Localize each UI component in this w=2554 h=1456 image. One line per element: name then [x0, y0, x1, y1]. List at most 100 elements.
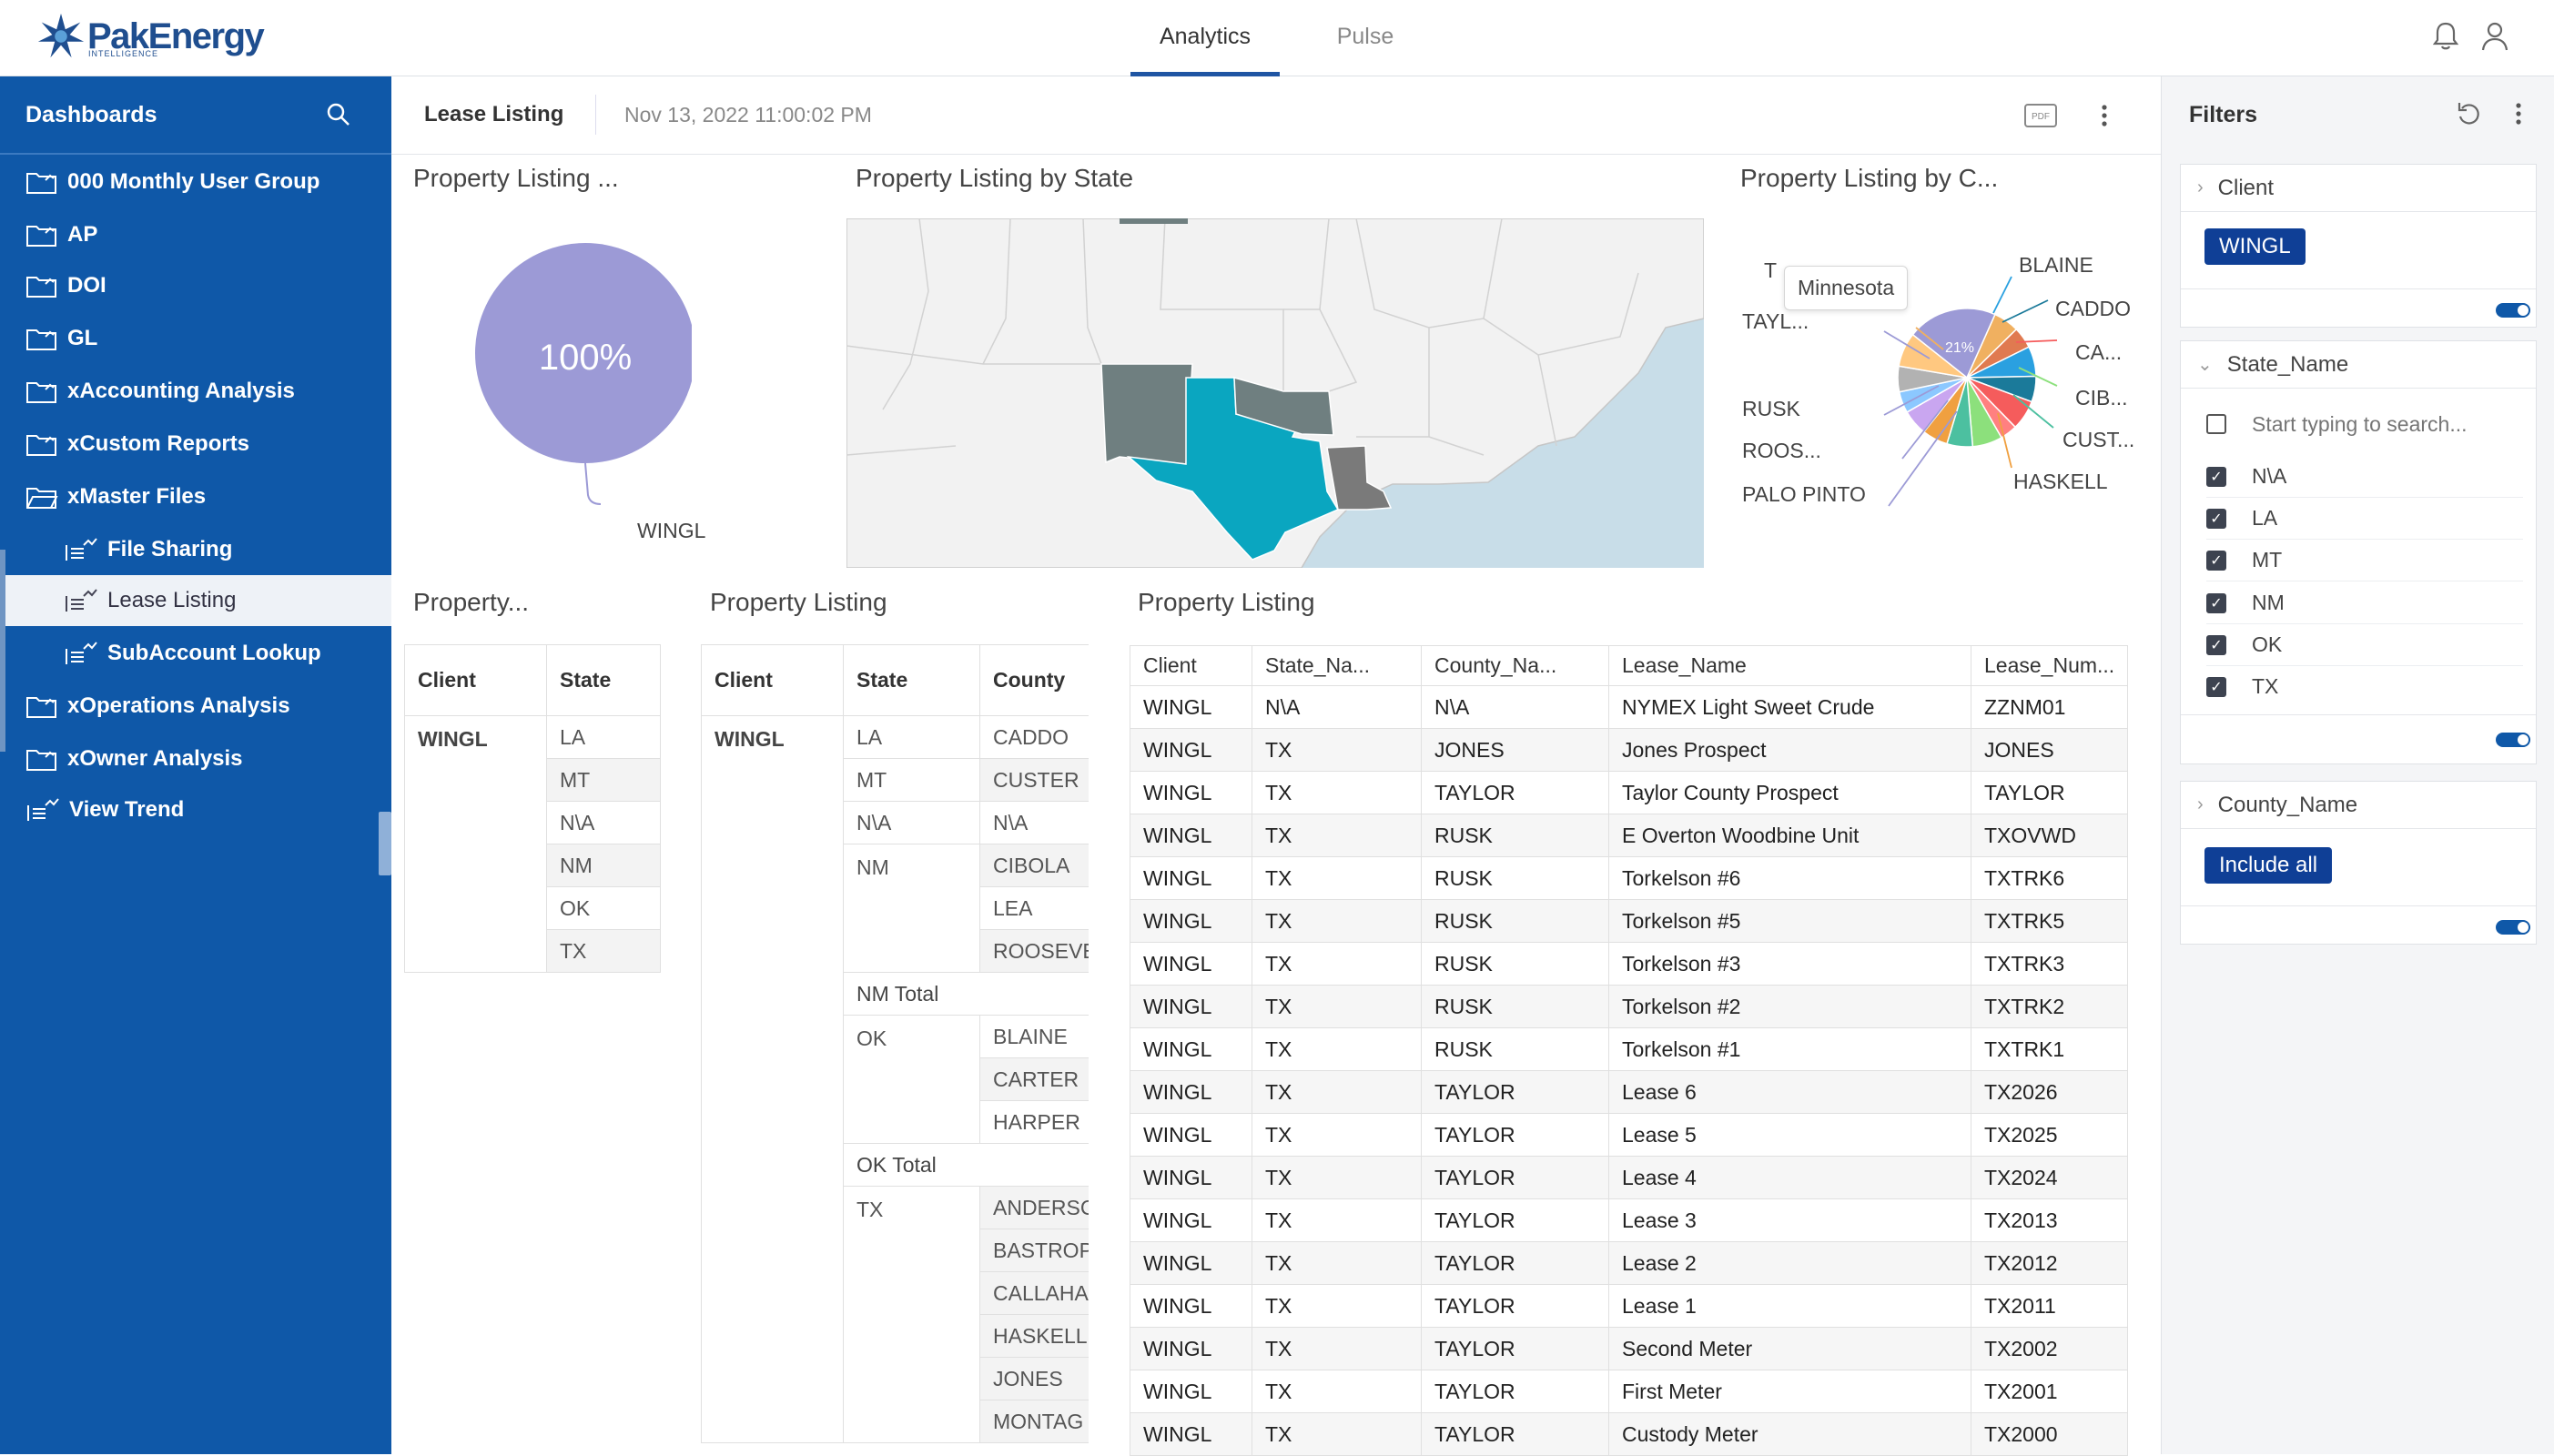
table-row[interactable]: WINGL TX RUSK Torkelson #3 TXTRK3 — [1130, 942, 2128, 986]
more-options-icon[interactable] — [2097, 102, 2112, 129]
filter-state-toggle[interactable] — [2496, 733, 2530, 747]
select-all-checkbox[interactable] — [2206, 414, 2226, 434]
dashboard-title: Lease Listing — [424, 102, 564, 126]
sidebar-item-xcustom-reports[interactable]: xCustom Reports — [0, 419, 391, 470]
sidebar-item-xmaster-files[interactable]: xMaster Files — [0, 471, 391, 522]
pie-slice-wingl[interactable] — [475, 243, 692, 463]
bell-icon[interactable] — [2430, 20, 2461, 53]
sidebar-item-lease-listing[interactable]: Lease Listing — [5, 575, 391, 626]
cell-lease-number: TX2012 — [1971, 1241, 2128, 1285]
filter-option-tx[interactable]: ✓ TX — [2206, 666, 2523, 700]
table-row[interactable]: WINGL TX TAYLOR Lease 4 TX2024 — [1130, 1156, 2128, 1199]
sidebar-item-label: Lease Listing — [107, 588, 237, 612]
table-row[interactable]: WINGL TX TAYLOR Lease 6 TX2026 — [1130, 1070, 2128, 1114]
checkbox-checked-icon[interactable]: ✓ — [2206, 508, 2226, 529]
filter-county-chip[interactable]: Include all — [2204, 847, 2333, 884]
sidebar-resize-handle[interactable] — [379, 812, 391, 875]
map-state-montana[interactable] — [1120, 218, 1188, 224]
col-lease-name[interactable]: Lease_Name — [1608, 645, 1971, 686]
cell-lease-number: TX2000 — [1971, 1412, 2128, 1456]
checkbox-checked-icon[interactable]: ✓ — [2206, 676, 2226, 697]
sidebar-item-doi[interactable]: DOI — [0, 260, 391, 311]
pivot-county-viewport[interactable]: Client State County WINGL LA CADDO MT CUSTER … — [701, 644, 1089, 1454]
filter-option-la[interactable]: ✓ LA — [2206, 498, 2523, 540]
filter-client-toggle[interactable] — [2496, 303, 2530, 318]
map-state-oklahoma[interactable] — [1233, 376, 1334, 436]
county-pie-chart[interactable]: 21% — [1884, 291, 2050, 464]
table-row[interactable]: WINGL TX TAYLOR Lease 2 TX2012 — [1130, 1241, 2128, 1285]
filter-option-na[interactable]: ✓ N\A — [2206, 456, 2523, 498]
filter-client-chip[interactable]: WINGL — [2204, 228, 2306, 265]
table-row[interactable]: WINGL TX TAYLOR First Meter TX2001 — [1130, 1370, 2128, 1413]
filter-divider — [2181, 288, 2536, 289]
search-icon[interactable] — [324, 100, 353, 129]
cell-lease-number: TX2001 — [1971, 1370, 2128, 1413]
filter-state-search[interactable] — [2206, 403, 2525, 445]
table-row[interactable]: WINGL TX RUSK Torkelson #6 TXTRK6 — [1130, 856, 2128, 900]
sidebar-item-file-sharing[interactable]: File Sharing — [0, 524, 391, 575]
table-row[interactable]: WINGL TX TAYLOR Taylor County Prospect TAYLO… — [1130, 771, 2128, 814]
sidebar-item-xoperations-analysis[interactable]: xOperations Analysis — [0, 681, 391, 732]
county-pie-slice[interactable] — [1898, 333, 1968, 379]
brand-subtitle: INTELLIGENCE — [88, 49, 159, 58]
checkbox-checked-icon[interactable]: ✓ — [2206, 592, 2226, 613]
cell-state-name: TX — [1252, 985, 1422, 1028]
sidebar-item-000-monthly-user-group[interactable]: 000 Monthly User Group — [0, 157, 391, 207]
table-row[interactable]: WINGL TX RUSK Torkelson #1 TXTRK1 — [1130, 1027, 2128, 1071]
sidebar-item-subaccount-lookup[interactable]: SubAccount Lookup — [0, 628, 391, 679]
table-row[interactable]: WINGL TX TAYLOR Lease 3 TX2013 — [1130, 1198, 2128, 1242]
filter-client-header[interactable]: › Client — [2181, 165, 2536, 212]
table-row[interactable]: WINGL N\A N\A NYMEX Light Sweet Crude ZZNM01 — [1130, 685, 2128, 729]
filter-county-toggle[interactable] — [2496, 920, 2530, 935]
checkbox-checked-icon[interactable]: ✓ — [2206, 634, 2226, 655]
folder-icon — [26, 226, 56, 247]
property-listing-pie-chart[interactable]: 100% — [473, 240, 692, 541]
filters-more-icon[interactable] — [2511, 100, 2526, 127]
sidebar-item-xowner-analysis[interactable]: xOwner Analysis — [0, 733, 391, 784]
sidebar-item-gl[interactable]: GL — [0, 313, 391, 364]
top-bar: PakEnergy INTELLIGENCE Analytics Pulse — [0, 0, 2554, 76]
pivot-cell-state: N\A — [546, 801, 661, 844]
toolbar-divider — [595, 95, 596, 135]
table-row[interactable]: WINGL TX TAYLOR Lease 1 TX2011 — [1130, 1284, 2128, 1328]
sidebar-item-label: View Trend — [69, 797, 185, 822]
tab-pulse[interactable]: Pulse — [1336, 24, 1394, 49]
tab-analytics[interactable]: Analytics — [1130, 0, 1280, 76]
filter-county-header[interactable]: › County_Name — [2181, 782, 2536, 829]
table-row[interactable]: WINGL TX TAYLOR Second Meter TX2002 — [1130, 1327, 2128, 1370]
sidebar-item-xaccounting-analysis[interactable]: xAccounting Analysis — [0, 366, 391, 417]
col-client[interactable]: Client — [1130, 645, 1252, 686]
checkbox-checked-icon[interactable]: ✓ — [2206, 550, 2226, 571]
table-row[interactable]: WINGL TX RUSK Torkelson #5 TXTRK5 — [1130, 899, 2128, 943]
table-row[interactable]: WINGL TX TAYLOR Custody Meter TX2000 — [1130, 1412, 2128, 1456]
sidebar-item-view-trend[interactable]: View Trend — [0, 784, 391, 835]
filter-option-ok[interactable]: ✓ OK — [2206, 624, 2523, 666]
col-state-name[interactable]: State_Na... — [1252, 645, 1422, 686]
map-state-new-mexico[interactable] — [1100, 363, 1193, 465]
filter-option-nm[interactable]: ✓ NM — [2206, 582, 2523, 624]
pdf-icon[interactable]: PDF — [2024, 104, 2057, 127]
filter-state-search-input[interactable] — [2252, 411, 2516, 437]
col-lease-number[interactable]: Lease_Num... — [1971, 645, 2128, 686]
filter-option-mt[interactable]: ✓ MT — [2206, 540, 2523, 581]
cell-lease-number: TX2025 — [1971, 1113, 2128, 1157]
checkbox-checked-icon[interactable]: ✓ — [2206, 466, 2226, 487]
pivot-cell-county: CADDO — [979, 715, 1089, 759]
property-listing-state-map[interactable] — [846, 218, 1704, 568]
col-county-name[interactable]: County_Na... — [1421, 645, 1609, 686]
sidebar-item-ap[interactable]: AP — [0, 209, 391, 260]
filter-divider — [2181, 714, 2536, 715]
cell-lease-number: TX2011 — [1971, 1284, 2128, 1328]
filter-state-header[interactable]: ⌄ State_Name — [2181, 341, 2536, 389]
user-icon[interactable] — [2479, 20, 2510, 53]
cell-lease-number: JONES — [1971, 728, 2128, 772]
table-row[interactable]: WINGL TX JONES Jones Prospect JONES — [1130, 728, 2128, 772]
map-state-louisiana[interactable] — [1326, 445, 1393, 511]
table-row[interactable]: WINGL TX TAYLOR Lease 5 TX2025 — [1130, 1113, 2128, 1157]
pakenergy-logo[interactable]: PakEnergy INTELLIGENCE — [35, 7, 265, 66]
table-row[interactable]: WINGL TX RUSK Torkelson #2 TXTRK2 — [1130, 985, 2128, 1028]
reset-filters-icon[interactable] — [2455, 100, 2482, 127]
table-row[interactable]: WINGL TX RUSK E Overton Woodbine Unit TXOVWD — [1130, 814, 2128, 857]
cell-lease-name: Torkelson #3 — [1608, 942, 1971, 986]
filter-client-label: Client — [2217, 175, 2275, 200]
